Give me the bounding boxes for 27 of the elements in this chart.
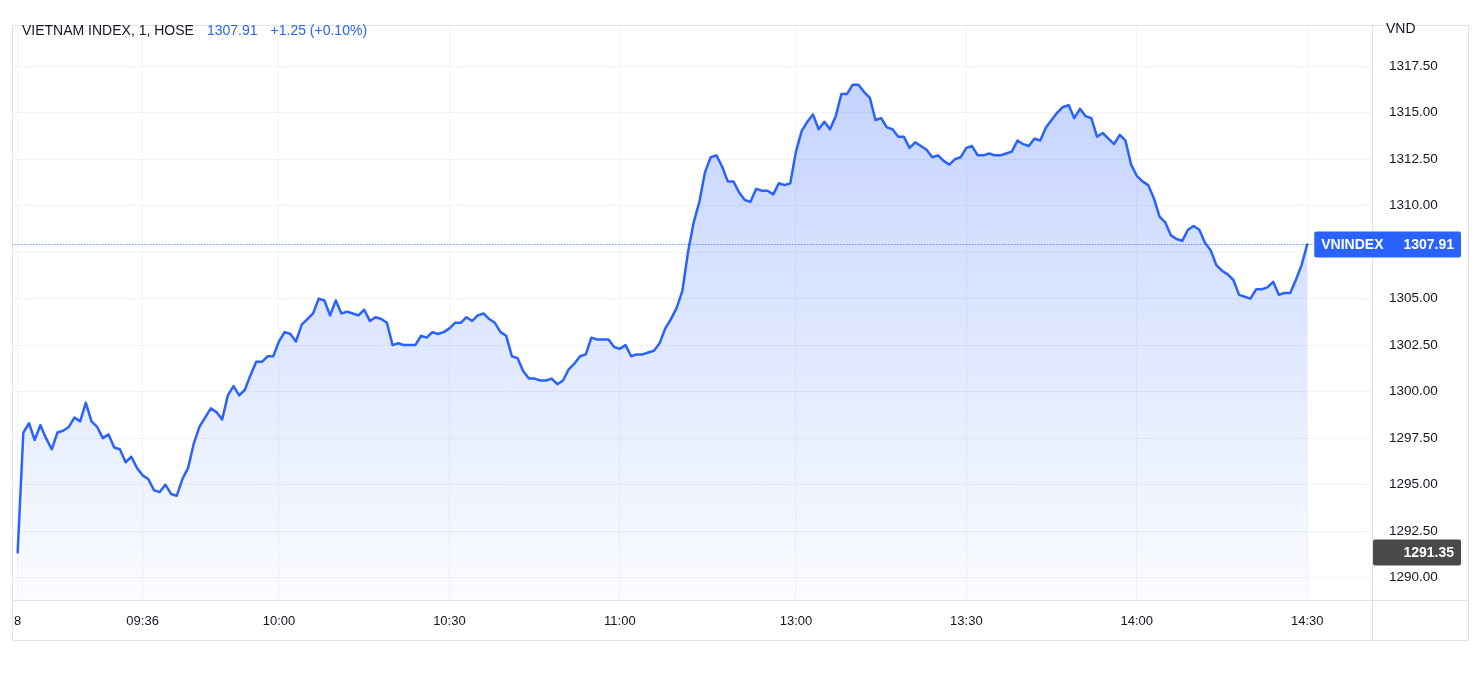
- chart-title: VIETNAM INDEX, 1, HOSE: [22, 21, 194, 39]
- x-tick-label: 11:00: [604, 613, 636, 629]
- y-tick-label: 1300.00: [1389, 383, 1438, 399]
- x-tick-label: 13:00: [779, 613, 813, 629]
- y-tick-label: 1302.50: [1389, 336, 1438, 352]
- ref-line-label: VNINDEX: [1321, 236, 1385, 253]
- annotation: +1.25 (+0.10%): [270, 21, 368, 39]
- text: 1291.35: [1403, 544, 1455, 561]
- x-tick-label: 13:30: [950, 613, 983, 629]
- y-tick-label: 1295.00: [1389, 476, 1438, 492]
- y-tick-label: 1310.00: [1389, 197, 1438, 213]
- x-tick-label: 09:36: [126, 613, 159, 629]
- x-tick-label: 10:00: [262, 613, 296, 629]
- y-tick-label: 1317.50: [1389, 57, 1438, 73]
- text: 1307.91: [1403, 236, 1454, 253]
- x-tick-label: 10:30: [433, 613, 466, 629]
- y-tick-label: 1297.50: [1389, 429, 1438, 445]
- y-tick-label: 1305.00: [1389, 290, 1438, 306]
- y-tick-label: 1315.00: [1389, 104, 1438, 120]
- x-tick-label: 8: [14, 613, 22, 629]
- x-tick-label: 14:00: [1120, 613, 1154, 629]
- x-tick-label: 14:30: [1290, 613, 1324, 629]
- y-tick-label: 1312.50: [1389, 150, 1438, 166]
- y-axis-title: VND: [1386, 19, 1416, 37]
- y-tick-label: 1292.50: [1389, 522, 1438, 538]
- annotation: 1307.91: [206, 21, 258, 39]
- y-tick-label: 1290.00: [1389, 569, 1438, 585]
